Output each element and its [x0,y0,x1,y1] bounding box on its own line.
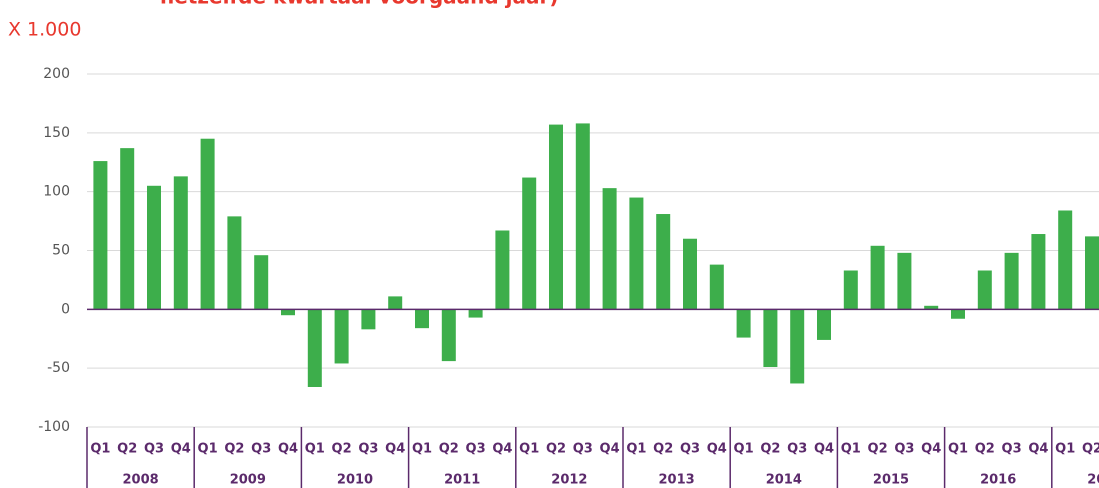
y-tick-label: 0 [61,301,70,317]
bar [93,161,108,310]
bar [468,309,483,318]
bar [495,230,510,310]
x-tick-label: Q3 [787,442,807,457]
x-tick-label: Q2 [653,442,673,457]
y-tick-label: -100 [38,419,70,435]
bar [977,270,992,310]
bar [173,176,188,310]
x-tick-label: Q2 [760,442,780,457]
x-tick-label: Q4 [600,442,620,457]
x-tick-label: Q3 [573,442,593,457]
year-label: 2015 [873,473,909,488]
y-unit: X 1.000 [8,19,81,41]
year-label: 2016 [980,473,1016,488]
bar [334,309,349,364]
y-tick-label: 100 [43,184,70,200]
x-tick-label: Q1 [626,442,646,457]
bar [147,185,161,310]
year-label: 2017 [1087,473,1099,488]
x-tick-label: Q2 [1082,442,1099,457]
bar [415,309,429,329]
x-tick-label: Q1 [412,442,432,457]
bar [870,245,885,310]
y-tick-label: 150 [43,125,70,141]
year-label: 2010 [337,473,373,488]
x-tick-label: Q3 [680,442,700,457]
bar [736,309,751,338]
x-tick-label: Q3 [251,442,271,457]
bar [575,123,590,310]
bar [1058,210,1073,310]
bar [281,309,295,316]
x-tick-label: Q1 [198,442,218,457]
y-tick-label: 50 [52,243,70,259]
bar [549,124,563,310]
x-tick-label: Q4 [921,442,941,457]
bar [790,309,805,384]
x-tick-label: Q4 [492,442,512,457]
bar [200,138,215,310]
chart-title: hetzelfde kwartaal voorgaand jaar) [160,0,559,9]
x-tick-label: Q2 [224,442,244,457]
bar [388,296,403,310]
year-label: 2008 [123,473,159,488]
bar [924,305,939,310]
x-tick-label: Q3 [1002,442,1022,457]
x-tick-label: Q3 [358,442,378,457]
x-tick-label: Q2 [117,442,137,457]
x-tick-label: Q2 [868,442,888,457]
bar [1085,236,1099,310]
bar [1004,252,1019,310]
bar [254,255,269,310]
x-tick-label: Q1 [841,442,861,457]
bar [1031,234,1046,310]
bar [307,309,322,387]
x-tick-label: Q3 [144,442,164,457]
x-tick-label: Q1 [734,442,754,457]
x-tick-label: Q1 [305,442,325,457]
bar [843,270,858,310]
x-tick-label: Q3 [466,442,486,457]
x-tick-label: Q4 [171,442,191,457]
y-tick-label: -50 [47,360,70,376]
x-tick-label: Q3 [894,442,914,457]
x-tick-label: Q2 [546,442,566,457]
year-label: 2009 [230,473,266,488]
x-tick-label: Q4 [385,442,405,457]
bar [629,197,644,310]
year-label: 2013 [659,473,695,488]
bar [361,309,376,330]
bar [951,309,965,319]
x-tick-label: Q1 [1055,442,1075,457]
x-tick-label: Q1 [90,442,110,457]
year-label: 2014 [766,473,802,488]
x-tick-label: Q2 [975,442,995,457]
x-tick-label: Q4 [707,442,727,457]
bar [656,214,671,310]
x-tick-label: Q4 [814,442,834,457]
x-tick-label: Q1 [948,442,968,457]
bar [683,238,697,310]
bar [817,309,831,340]
x-tick-label: Q1 [519,442,539,457]
x-tick-label: Q2 [332,442,352,457]
y-tick-label: 200 [43,66,70,82]
bar [120,148,135,310]
bar [441,309,456,362]
year-label: 2011 [444,473,480,488]
bar [227,216,242,310]
year-label: 2012 [551,473,587,488]
bar [897,252,912,310]
x-tick-label: Q4 [278,442,298,457]
x-tick-label: Q4 [1028,442,1048,457]
bar [522,177,537,310]
bar [602,188,617,310]
x-tick-label: Q2 [439,442,459,457]
bar [763,309,778,367]
bar [709,264,724,310]
